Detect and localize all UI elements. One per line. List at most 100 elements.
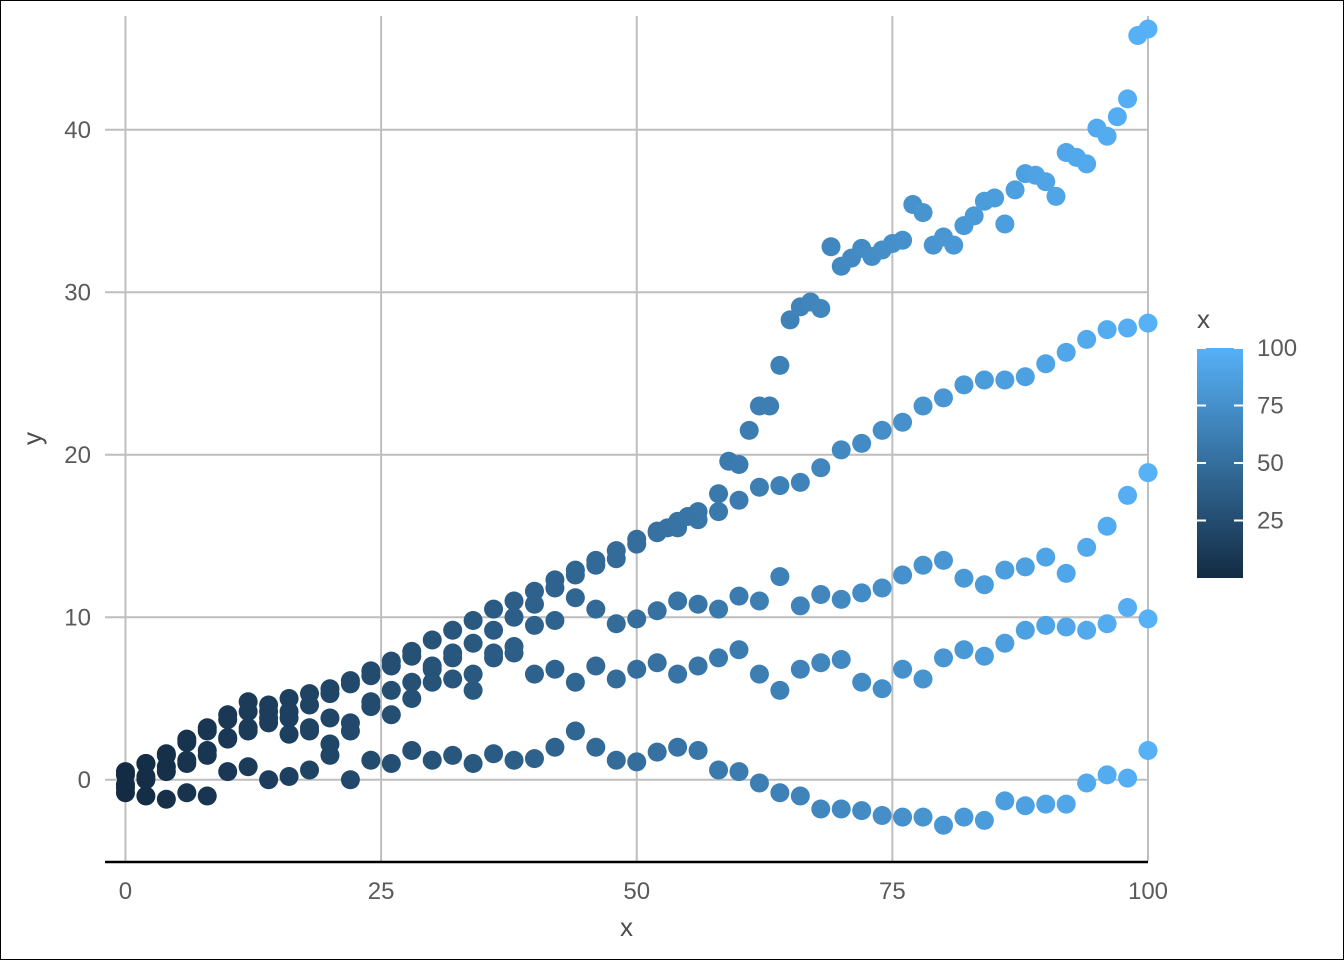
data-point (504, 750, 524, 770)
data-point (933, 388, 953, 408)
data-point (749, 591, 769, 611)
data-point (381, 754, 401, 773)
data-point (565, 721, 585, 741)
data-point (524, 594, 544, 614)
data-point (749, 477, 769, 497)
data-point (749, 773, 769, 793)
data-point (1056, 342, 1076, 362)
data-point (760, 396, 780, 416)
data-point (974, 370, 994, 390)
data-point (770, 783, 790, 803)
data-point (954, 375, 974, 395)
data-point (627, 752, 647, 772)
data-point (811, 653, 831, 673)
data-point (770, 680, 790, 700)
data-point (831, 440, 851, 460)
data-point (1097, 516, 1117, 536)
data-point (197, 741, 217, 760)
data-point (729, 586, 749, 606)
data-point (484, 744, 504, 764)
data-point (238, 692, 258, 712)
data-point (565, 672, 585, 692)
data-point (852, 583, 872, 603)
x-tick-label: 0 (119, 878, 132, 905)
data-point (402, 672, 422, 692)
data-point (872, 420, 892, 440)
data-point (1097, 765, 1117, 785)
x-tick-label: 100 (1128, 878, 1168, 905)
data-point (831, 650, 851, 669)
data-point (177, 750, 197, 770)
data-point (1118, 768, 1138, 788)
data-point (985, 188, 1005, 208)
data-point (1036, 615, 1056, 635)
data-point (524, 615, 544, 635)
data-point (279, 767, 299, 786)
data-point (688, 502, 708, 522)
data-point (1015, 557, 1035, 577)
data-point (954, 568, 974, 588)
data-point (422, 750, 442, 770)
data-point (995, 791, 1015, 811)
data-point (709, 599, 729, 619)
data-point (1077, 773, 1097, 793)
data-point (995, 370, 1015, 390)
data-point (361, 697, 381, 717)
data-point (177, 729, 197, 749)
x-axis-ticks: 0 25 50 75 100 (119, 878, 1168, 905)
data-point (627, 609, 647, 629)
data-point (606, 614, 626, 634)
data-point (524, 664, 544, 684)
data-point (1056, 617, 1076, 637)
data-point (177, 783, 197, 803)
data-point (790, 472, 810, 492)
x-axis-title: x (620, 912, 633, 942)
data-point (606, 750, 626, 770)
data-point (504, 643, 524, 663)
data-point (1118, 318, 1138, 338)
data-point (320, 745, 340, 765)
data-point (218, 728, 238, 747)
data-point (300, 760, 320, 780)
data-point (484, 648, 504, 668)
data-point (259, 713, 279, 733)
data-point (463, 633, 483, 653)
data-point (422, 630, 442, 650)
data-point (893, 230, 913, 250)
data-point (913, 555, 933, 575)
y-axis-ticks: 0 10 20 30 40 (64, 117, 91, 794)
data-point (688, 656, 708, 676)
data-point (944, 235, 964, 255)
data-point (627, 534, 647, 554)
data-point (545, 611, 565, 630)
data-point (443, 669, 463, 689)
data-point (1118, 89, 1138, 109)
data-point (668, 591, 688, 611)
data-point (279, 724, 299, 744)
legend-ticks: 25 50 75 100 (1197, 335, 1297, 535)
data-point (545, 737, 565, 757)
data-point (463, 754, 483, 773)
data-point (443, 745, 463, 765)
data-point (463, 664, 483, 684)
data-point (115, 783, 135, 803)
data-point (300, 718, 320, 738)
data-point (913, 669, 933, 689)
data-point (790, 659, 810, 679)
legend-tick-label: 25 (1257, 508, 1284, 535)
data-point (1138, 609, 1158, 629)
data-point (1138, 741, 1158, 760)
data-point (974, 646, 994, 666)
data-point (872, 806, 892, 825)
data-point (954, 640, 974, 660)
data-point (852, 672, 872, 692)
data-point (709, 484, 729, 504)
data-point (995, 214, 1015, 234)
data-point (1118, 598, 1138, 617)
data-point (422, 672, 442, 692)
data-point (913, 807, 933, 827)
data-point (586, 656, 606, 676)
data-point (279, 689, 299, 708)
data-point (893, 412, 913, 432)
